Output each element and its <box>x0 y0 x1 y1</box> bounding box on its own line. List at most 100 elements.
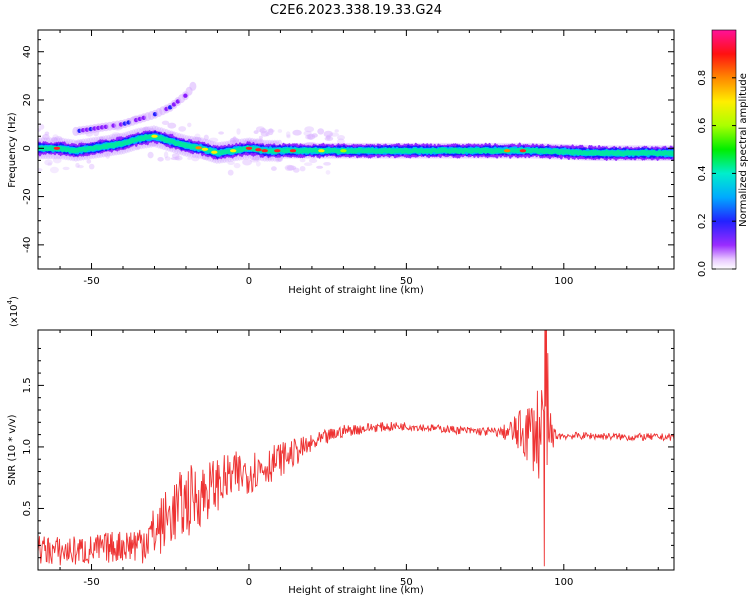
y-tick-label: 20 <box>22 94 33 107</box>
spectrum-haze-blob <box>170 157 180 161</box>
spectrum-haze-blob <box>62 166 70 171</box>
spectrum-hotspot <box>230 149 237 153</box>
spectrum-haze-blob <box>191 155 200 162</box>
spectrum-hotspot <box>519 149 527 153</box>
spectrum-haze-blob <box>304 162 313 166</box>
snr-frame <box>37 329 675 571</box>
spectrum-haze-blob <box>286 134 291 139</box>
spectrum-haze-blob <box>147 151 154 159</box>
colorbar-ticks: 0.0 0.2 0.4 0.6 0.8 <box>697 70 736 277</box>
y-tick-label: -40 <box>22 237 33 253</box>
spectrum-hotspot <box>503 149 511 153</box>
spectrum-haze-blob <box>135 145 141 151</box>
spectrum-haze-blob <box>337 135 345 141</box>
spectrum-hotspot <box>255 148 262 152</box>
spectrum-hotspot <box>245 146 253 150</box>
figure-title: C2E6.2023.338.19.33.G24 <box>270 3 442 18</box>
spectrum-hotspot <box>211 150 218 154</box>
spectrum-hotspot <box>261 149 268 153</box>
spectrum-haze-blob <box>105 152 111 159</box>
spectrum-haze-blob <box>203 134 209 141</box>
colorbar-tick-label: 0.8 <box>697 70 708 86</box>
spectrum-haze-blob <box>260 130 269 137</box>
spectrum-haze-blob <box>44 159 53 166</box>
spectrum-haze-blob <box>39 124 45 130</box>
spectrum-haze-blob <box>232 136 237 143</box>
spectrum-haze-blob <box>325 170 331 175</box>
spectrum-hotspot <box>195 146 202 150</box>
spectrum-haze-blob <box>42 134 50 140</box>
colorbar-label: Normalized spectral amplitude <box>738 73 749 227</box>
spectrum-haze-blob <box>258 138 264 145</box>
spectrogram-axes: -50 0 50 100 40 20 0 -20 -40 <box>22 30 674 287</box>
spectrum-haze-blob <box>329 132 340 137</box>
spectrum-haze-blob <box>299 166 306 172</box>
spectrum-haze-blob <box>253 130 259 135</box>
spectrum-haze-blob <box>268 128 274 136</box>
spectrum-haze-blob <box>51 136 58 144</box>
spectrum-haze-blob <box>255 126 265 132</box>
spectrum-haze-blob <box>161 120 170 126</box>
y-tick-label: 0.5 <box>22 501 33 517</box>
harmonic-blob <box>183 93 188 98</box>
y-tick-label: 0 <box>22 145 33 151</box>
spectrum-haze-blob <box>286 165 297 171</box>
spectrum-haze-blob <box>275 158 280 163</box>
spectrum-haze-blob <box>86 159 92 164</box>
spectrum-haze-blob <box>251 156 260 161</box>
colorbar-tick-label: 0.6 <box>697 118 708 134</box>
spectrum-haze-blob <box>236 128 241 135</box>
spectrum-haze-blob <box>194 133 201 140</box>
spectrum-haze-blob <box>324 136 334 142</box>
x-tick-label: 100 <box>554 577 573 588</box>
spectrum-haze-blob <box>269 141 279 145</box>
spectrum-haze-blob <box>334 129 339 133</box>
spectrum-haze-blob <box>242 158 253 166</box>
colorbar-gradient <box>711 29 737 270</box>
spectrum-haze-blob <box>293 167 300 173</box>
spectrum-hotspot <box>340 149 347 153</box>
spectrum-haze-blob <box>285 131 291 138</box>
spectrum-haze-blob <box>304 126 315 133</box>
spectrum-haze-blob <box>157 157 164 162</box>
x-tick-label: -50 <box>83 276 99 287</box>
y-tick-label: 1.5 <box>22 377 33 393</box>
spectrum-haze-blob <box>163 151 169 159</box>
spectrum-haze-blob <box>171 153 180 159</box>
spectrum-hotspot <box>274 149 281 153</box>
spectrum-haze-blob <box>52 134 59 141</box>
x-tick-label: 50 <box>400 577 413 588</box>
spectrum-haze-blob <box>309 158 318 164</box>
spectrum-haze-blob <box>255 161 261 167</box>
x-tick-label: 50 <box>400 276 413 287</box>
spectrum-haze-blob <box>258 135 263 140</box>
spectrum-haze-blob <box>44 131 50 136</box>
spectrum-haze-blob <box>77 165 84 169</box>
spectrum-haze-blob <box>38 128 41 132</box>
snr-xlabel: Height of straight line (km) <box>288 585 424 596</box>
y-tick-label: 1.0 <box>22 439 33 455</box>
spectrum-haze-blob <box>227 169 234 176</box>
colorbar-tick-label: 0.2 <box>697 213 708 229</box>
spectrum-haze-blob <box>337 138 345 145</box>
spectrum-haze-blob <box>230 137 236 145</box>
spectrum-haze-blob <box>304 142 315 147</box>
spectrum-hotspot <box>151 134 158 138</box>
snr-ylabel: SNR (10 * v/v) <box>7 414 18 485</box>
spectrum-haze-blob <box>178 126 187 132</box>
colorbar-tick-label: 0.4 <box>697 165 708 181</box>
spectrum-hotspot <box>53 146 61 150</box>
spectrum-haze-blob <box>49 166 59 174</box>
spectrum-haze-blob <box>271 166 277 171</box>
spectrum-haze-blob <box>323 162 331 166</box>
x-tick-label: 0 <box>246 577 252 588</box>
snr-panel: -50 0 50 100 0.5 1.0 1.5 Height of straight li… <box>6 296 675 596</box>
spectrogram-heatmap <box>38 81 674 176</box>
spectrum-haze-blob <box>227 161 235 165</box>
y-tick-label: -20 <box>22 188 33 204</box>
spectrum-haze-blob <box>167 122 177 129</box>
spectrum-haze-blob <box>88 163 95 170</box>
x-tick-label: 0 <box>246 276 252 287</box>
spectrum-haze-blob <box>303 130 312 136</box>
spectrum-hotspot <box>289 149 297 153</box>
